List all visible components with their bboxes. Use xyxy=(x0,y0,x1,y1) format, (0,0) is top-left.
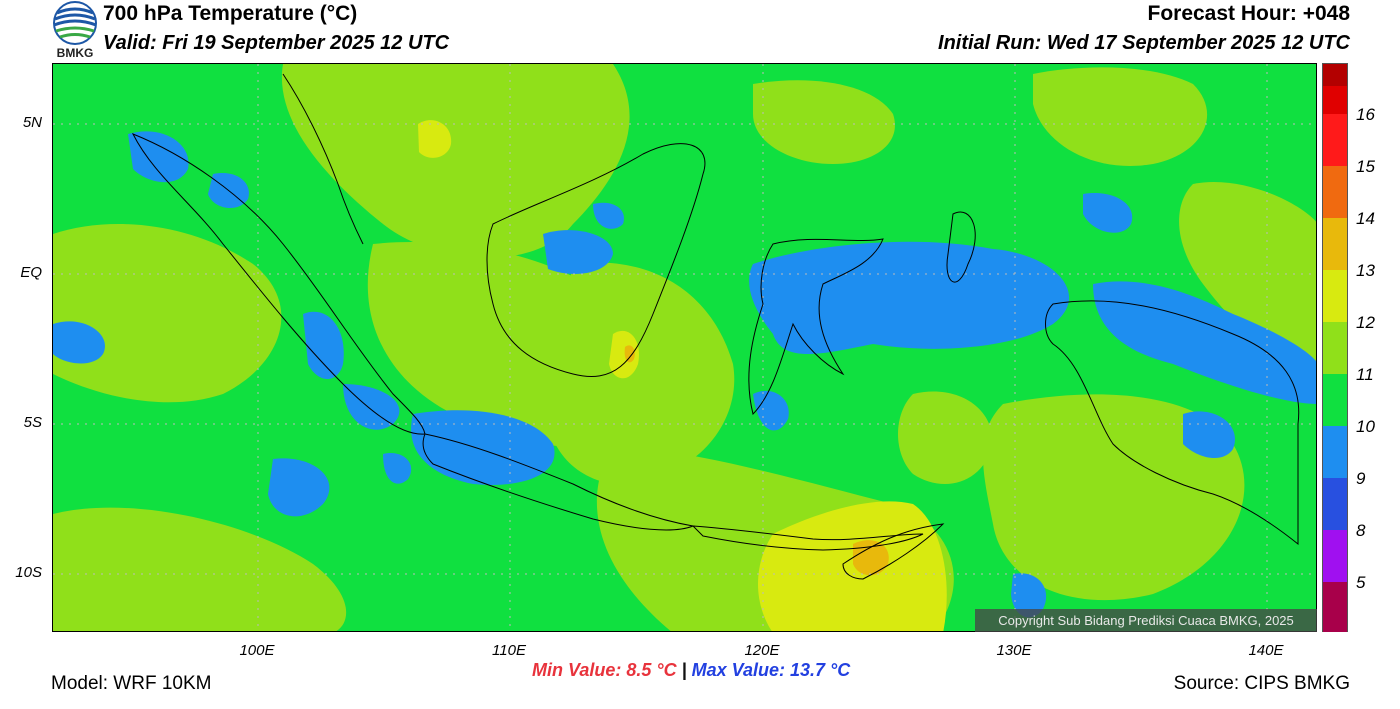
java-coast xyxy=(422,433,695,531)
colorbar-swatch-3 xyxy=(1323,166,1347,218)
lon-label-110e: 110E xyxy=(492,642,526,659)
colorbar-label-8: 8 xyxy=(1356,521,1366,540)
source-info: Source: CIPS BMKG xyxy=(1173,673,1350,694)
lon-label-140e: 140E xyxy=(1248,642,1284,659)
colorbar-label-5: 5 xyxy=(1356,573,1366,592)
lon-label-130e: 130E xyxy=(996,642,1032,659)
timor-coast xyxy=(842,523,945,580)
lat-label-5s: 5S xyxy=(23,414,42,431)
papua-coast xyxy=(1045,300,1300,546)
warm-regions xyxy=(53,64,1316,631)
colorbar-swatch-1 xyxy=(1323,86,1347,114)
warmer-regions xyxy=(418,120,947,631)
bmkg-logo xyxy=(51,1,99,61)
hot-regions xyxy=(624,345,889,576)
model-info: Model: WRF 10KM xyxy=(51,673,212,694)
colorbar-swatch-4 xyxy=(1323,218,1347,270)
colorbar-swatch-2 xyxy=(1323,114,1347,166)
min-max-separator: | xyxy=(681,660,687,680)
colorbar-label-11: 11 xyxy=(1356,365,1374,384)
colorbar-label-15: 15 xyxy=(1356,157,1375,176)
lon-label-120e: 120E xyxy=(744,642,780,659)
colorbar-swatch-10 xyxy=(1323,530,1347,582)
nusa-tenggara-coast xyxy=(691,525,924,551)
forecast-hour: Forecast Hour: +048 xyxy=(1147,2,1351,25)
coastlines xyxy=(131,73,1300,580)
colorbar-swatch-6 xyxy=(1323,322,1347,374)
lat-label-eq: EQ xyxy=(20,264,42,281)
malay-peninsula-coast xyxy=(282,73,364,245)
lat-label-10s: 10S xyxy=(15,564,42,581)
colorbar-label-10: 10 xyxy=(1356,417,1375,436)
colorbar-label-12: 12 xyxy=(1356,313,1375,332)
colorbar-swatch-9 xyxy=(1323,478,1347,530)
colorbar-swatch-7 xyxy=(1323,374,1347,426)
map-gridlines xyxy=(53,64,1316,631)
colorbar-label-16: 16 xyxy=(1356,105,1375,124)
cool-regions xyxy=(53,131,1316,618)
max-value: Max Value: 13.7 °C xyxy=(691,660,851,680)
lat-label-5n: 5N xyxy=(22,114,42,131)
min-max-values: Min Value: 8.5 °C | Max Value: 13.7 °C xyxy=(532,660,850,681)
colorbar-swatch-11 xyxy=(1323,582,1347,632)
borneo-coast xyxy=(486,143,706,377)
map-title: 700 hPa Temperature (°C) xyxy=(103,2,358,25)
maluku-coast xyxy=(946,211,976,283)
colorbar-label-13: 13 xyxy=(1356,261,1375,280)
map-canvas xyxy=(53,64,1316,631)
colorbar-swatch-5 xyxy=(1323,270,1347,322)
colorbar-label-14: 14 xyxy=(1356,209,1375,228)
valid-time: Valid: Fri 19 September 2025 12 UTC xyxy=(103,32,450,54)
lon-label-100e: 100E xyxy=(239,642,275,659)
colorbar-label-9: 9 xyxy=(1356,469,1366,488)
min-value: Min Value: 8.5 °C xyxy=(532,660,677,680)
sulawesi-coast xyxy=(748,238,884,415)
initial-run: Initial Run: Wed 17 September 2025 12 UT… xyxy=(938,32,1350,54)
colorbar-swatch-8 xyxy=(1323,426,1347,478)
temperature-map xyxy=(52,63,1317,632)
colorbar xyxy=(1322,63,1348,632)
copyright-notice: Copyright Sub Bidang Prediksi Cuaca BMKG… xyxy=(975,609,1317,632)
colorbar-swatch-0 xyxy=(1323,64,1347,86)
logo-text: BMKG xyxy=(56,46,94,60)
